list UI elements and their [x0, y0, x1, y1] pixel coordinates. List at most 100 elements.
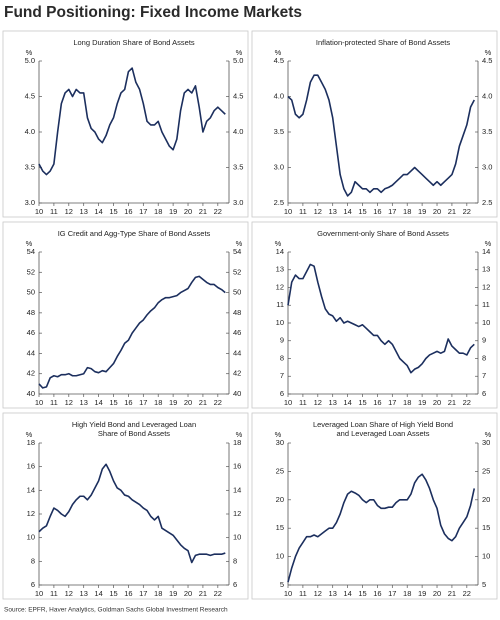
data-line — [287, 263, 475, 374]
y2-tick-label: 54 — [233, 247, 241, 256]
y2-tick-label: 44 — [233, 348, 241, 357]
y-tick-label: 8 — [280, 353, 284, 362]
y2-tick-label: 14 — [482, 247, 490, 256]
x-tick-label: 18 — [154, 398, 162, 407]
x-tick-label: 19 — [169, 398, 177, 407]
y-tick-label: 15 — [276, 523, 284, 532]
data-line — [287, 74, 475, 197]
x-tick-label: 13 — [80, 398, 88, 407]
y-tick-label: 25 — [276, 466, 284, 475]
chart-title: High Yield Bond and Leveraged Loan — [72, 420, 196, 429]
y2-tick-label: 50 — [233, 288, 241, 297]
x-tick-label: 16 — [124, 589, 132, 598]
data-line — [38, 463, 226, 564]
y-tick-label: 14 — [276, 247, 284, 256]
chart-title: Inflation-protected Share of Bond Assets — [316, 38, 450, 47]
y2-unit-label: % — [485, 239, 492, 248]
x-tick-label: 14 — [343, 589, 351, 598]
x-tick-label: 15 — [358, 398, 366, 407]
x-tick-label: 15 — [109, 207, 117, 216]
y2-tick-label: 10 — [482, 318, 490, 327]
x-tick-label: 18 — [403, 398, 411, 407]
y2-tick-label: 30 — [482, 438, 490, 447]
y-tick-label: 42 — [27, 369, 35, 378]
y-tick-label: 30 — [276, 438, 284, 447]
x-tick-label: 20 — [184, 398, 192, 407]
x-tick-label: 15 — [109, 398, 117, 407]
y2-tick-label: 16 — [233, 462, 241, 471]
y-tick-label: 2.5 — [274, 198, 284, 207]
x-tick-label: 19 — [418, 398, 426, 407]
x-tick-label: 16 — [124, 207, 132, 216]
y-tick-label: 18 — [27, 438, 35, 447]
x-tick-label: 22 — [463, 398, 471, 407]
x-tick-label: 13 — [329, 207, 337, 216]
x-tick-label: 12 — [314, 207, 322, 216]
y-tick-label: 48 — [27, 308, 35, 317]
y2-tick-label: 4.5 — [482, 56, 492, 65]
x-tick-label: 16 — [373, 398, 381, 407]
y2-tick-label: 18 — [233, 438, 241, 447]
y2-tick-label: 14 — [233, 485, 241, 494]
y2-tick-label: 5 — [482, 580, 486, 589]
y-tick-label: 12 — [27, 509, 35, 518]
x-tick-label: 11 — [50, 589, 58, 598]
y2-tick-label: 5.0 — [233, 56, 243, 65]
y2-tick-label: 4.0 — [482, 91, 492, 100]
y2-unit-label: % — [236, 48, 243, 57]
y-tick-label: 6 — [31, 580, 35, 589]
y-tick-label: 54 — [27, 247, 35, 256]
x-tick-label: 12 — [65, 207, 73, 216]
y-tick-label: 10 — [276, 318, 284, 327]
y-tick-label: 3.0 — [25, 198, 35, 207]
x-tick-label: 17 — [388, 207, 396, 216]
panel-frame — [2, 412, 249, 600]
x-tick-label: 18 — [403, 207, 411, 216]
x-tick-label: 14 — [94, 589, 102, 598]
y2-tick-label: 12 — [482, 282, 490, 291]
x-tick-label: 15 — [109, 589, 117, 598]
y2-tick-label: 9 — [482, 336, 486, 345]
panel-frame — [251, 30, 498, 218]
y2-tick-label: 42 — [233, 369, 241, 378]
y2-tick-label: 13 — [482, 265, 490, 274]
y-tick-label: 10 — [276, 552, 284, 561]
y-tick-label: 16 — [27, 462, 35, 471]
y-tick-label: 12 — [276, 282, 284, 291]
y2-tick-label: 10 — [482, 552, 490, 561]
x-tick-label: 10 — [284, 207, 292, 216]
x-tick-label: 10 — [35, 207, 43, 216]
y2-tick-label: 12 — [233, 509, 241, 518]
x-tick-label: 22 — [463, 589, 471, 598]
x-tick-label: 20 — [433, 398, 441, 407]
x-tick-label: 16 — [124, 398, 132, 407]
y2-tick-label: 2.5 — [482, 198, 492, 207]
y2-tick-label: 3.5 — [233, 162, 243, 171]
chart-title: Leveraged Loan Share of High Yield Bond — [313, 420, 453, 429]
y2-unit-label: % — [236, 430, 243, 439]
x-tick-label: 11 — [299, 398, 307, 407]
x-tick-label: 19 — [169, 207, 177, 216]
y-tick-label: 50 — [27, 288, 35, 297]
y-tick-label: 7 — [280, 371, 284, 380]
panel-frame — [2, 221, 249, 409]
y2-tick-label: 25 — [482, 466, 490, 475]
x-tick-label: 15 — [358, 207, 366, 216]
x-tick-label: 17 — [139, 207, 147, 216]
y2-tick-label: 4.0 — [233, 127, 243, 136]
x-tick-label: 10 — [284, 398, 292, 407]
x-tick-label: 22 — [463, 207, 471, 216]
y-unit-label: % — [26, 239, 33, 248]
y-tick-label: 10 — [27, 533, 35, 542]
y-unit-label: % — [26, 430, 33, 439]
y2-tick-label: 48 — [233, 308, 241, 317]
y-tick-label: 52 — [27, 267, 35, 276]
x-tick-label: 13 — [329, 589, 337, 598]
y-tick-label: 46 — [27, 328, 35, 337]
data-line — [287, 473, 476, 583]
y2-tick-label: 46 — [233, 328, 241, 337]
y-unit-label: % — [275, 48, 282, 57]
x-tick-label: 11 — [50, 207, 58, 216]
x-tick-label: 17 — [139, 398, 147, 407]
